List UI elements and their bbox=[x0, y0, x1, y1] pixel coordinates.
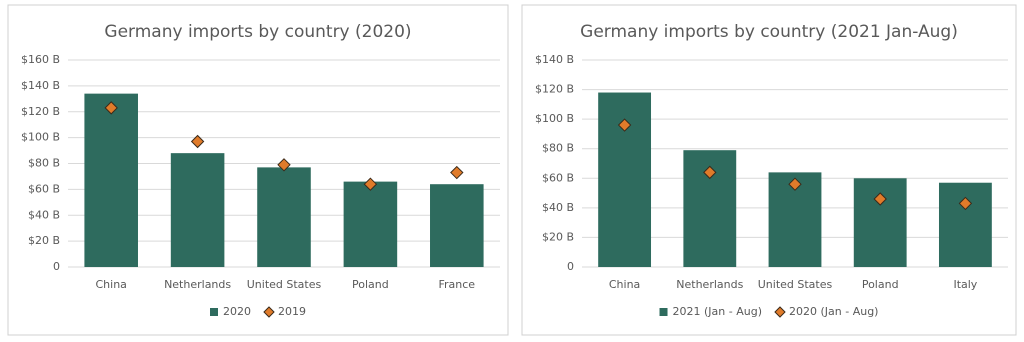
legend-swatch bbox=[210, 308, 218, 316]
bar bbox=[170, 153, 225, 267]
y-tick-label: $60 B bbox=[542, 171, 574, 184]
diamond-marker bbox=[277, 158, 291, 172]
diamond-marker bbox=[104, 101, 118, 115]
x-tick-label: United States bbox=[758, 278, 833, 291]
panel-frame bbox=[7, 4, 509, 336]
y-tick-label: $140 B bbox=[21, 79, 60, 92]
y-tick-label: $80 B bbox=[542, 142, 574, 155]
legend-swatch bbox=[659, 308, 668, 316]
y-tick-label: $120 B bbox=[535, 83, 574, 96]
x-tick-label: Poland bbox=[352, 278, 389, 291]
bar bbox=[938, 182, 992, 267]
x-tick-label: China bbox=[95, 278, 126, 291]
diamond-marker bbox=[190, 134, 205, 149]
bar bbox=[430, 184, 484, 267]
x-tick-label: Netherlands bbox=[164, 278, 231, 291]
diamond-marker bbox=[873, 192, 887, 206]
y-tick-label: 0 bbox=[567, 260, 574, 273]
diamond-marker bbox=[958, 196, 973, 211]
legend-label: 2020 bbox=[223, 305, 251, 318]
chart-title: Germany imports by country (2021 Jan-Aug… bbox=[580, 22, 958, 42]
bar bbox=[257, 167, 311, 267]
legend: 2020 2019 bbox=[210, 305, 306, 318]
y-tick-label: $100 B bbox=[21, 131, 60, 144]
x-tick-label: Poland bbox=[862, 278, 899, 291]
legend-label: 2019 bbox=[278, 305, 306, 318]
y-tick-label: $40 B bbox=[542, 201, 574, 214]
panel-frame bbox=[521, 4, 1017, 336]
legend: 2021 (Jan - Aug) 2020 (Jan - Aug) bbox=[659, 305, 878, 318]
diamond-marker bbox=[617, 118, 632, 132]
bar bbox=[343, 181, 398, 267]
y-tick-label: 0 bbox=[53, 260, 60, 273]
y-tick-label: $20 B bbox=[542, 230, 574, 243]
diamond-marker bbox=[788, 177, 802, 191]
x-tick-label: China bbox=[609, 278, 640, 291]
legend-swatch bbox=[774, 306, 786, 318]
x-tick-label: United States bbox=[247, 278, 322, 291]
y-tick-label: $140 B bbox=[535, 53, 574, 66]
bar bbox=[853, 178, 907, 267]
y-tick-label: $60 B bbox=[28, 182, 60, 195]
x-tick-label: Netherlands bbox=[676, 278, 743, 291]
diamond-marker bbox=[703, 165, 717, 180]
legend-label: 2021 (Jan - Aug) bbox=[673, 305, 762, 318]
bar bbox=[84, 93, 138, 267]
y-tick-label: $100 B bbox=[535, 112, 574, 125]
legend-swatch bbox=[263, 306, 275, 318]
x-tick-label: France bbox=[439, 278, 476, 291]
x-tick-label: Italy bbox=[953, 278, 977, 291]
chart-title: Germany imports by country (2020) bbox=[104, 22, 411, 42]
legend-label: 2020 (Jan - Aug) bbox=[789, 305, 878, 318]
y-tick-label: $80 B bbox=[28, 157, 60, 170]
diamond-marker bbox=[363, 177, 378, 191]
y-tick-label: $120 B bbox=[21, 105, 60, 118]
y-tick-label: $20 B bbox=[28, 234, 60, 247]
y-tick-label: $160 B bbox=[21, 53, 60, 66]
diamond-marker bbox=[450, 165, 464, 180]
y-tick-label: $40 B bbox=[28, 208, 60, 221]
